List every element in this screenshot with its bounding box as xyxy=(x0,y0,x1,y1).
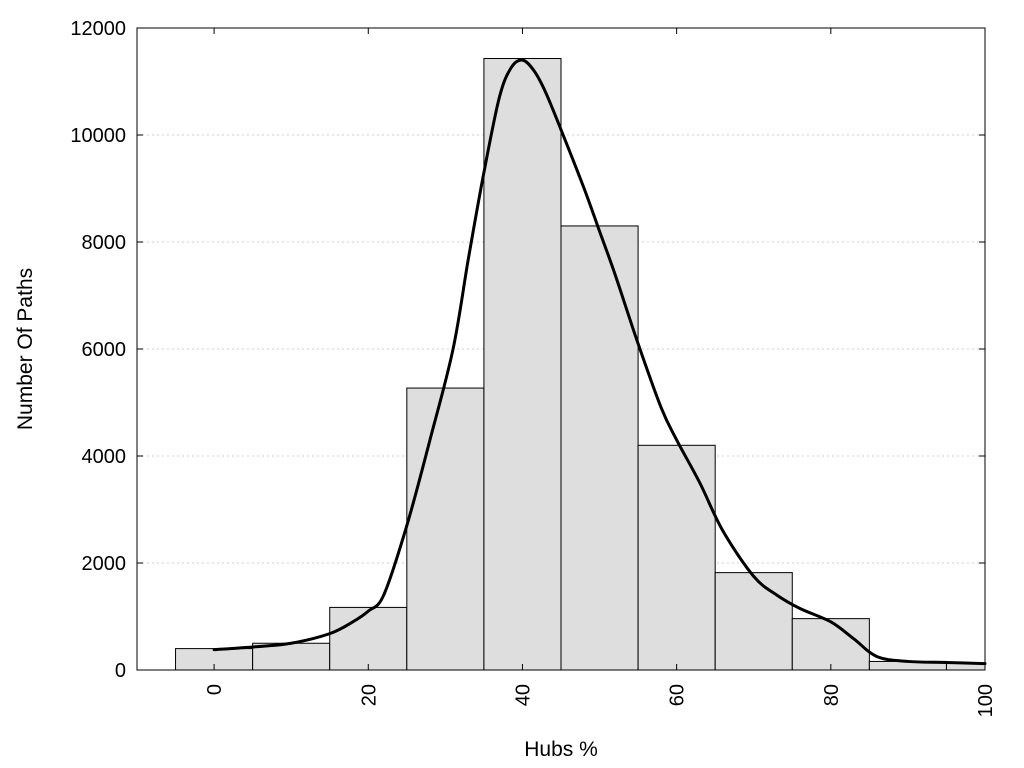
y-axis-title: Number Of Paths xyxy=(14,268,37,430)
x-axis-title: Hubs % xyxy=(524,738,598,761)
histogram-bar-5 xyxy=(560,225,639,671)
y-tick-label-10000: 10000 xyxy=(70,125,126,147)
x-tick-label-40: 40 xyxy=(512,684,534,706)
axis-ticks: 0 2000 4000 6000 8000 10000 12000 0 20 40 60 80 100 xyxy=(70,18,997,717)
x-tick-label-100: 100 xyxy=(975,684,997,717)
y-tick-label-6000: 6000 xyxy=(82,339,127,361)
histogram-bars xyxy=(175,57,986,671)
histogram-bar-7 xyxy=(714,572,793,671)
y-tick-label-12000: 12000 xyxy=(70,18,126,40)
histogram-bar-8 xyxy=(791,618,870,671)
density-curve-layer xyxy=(212,58,987,666)
density-curve xyxy=(212,58,987,666)
x-tick-label-0: 0 xyxy=(204,684,226,695)
histogram-bar-4 xyxy=(483,57,562,671)
histogram-bar-3 xyxy=(406,387,485,671)
y-tick-label-2000: 2000 xyxy=(82,553,127,575)
x-tick-label-20: 20 xyxy=(358,684,380,706)
histogram-bar-6 xyxy=(637,444,716,671)
histogram-bar-2 xyxy=(329,606,408,671)
y-tick-label-8000: 8000 xyxy=(82,232,127,254)
x-tick-label-80: 80 xyxy=(821,684,843,706)
y-tick-label-0: 0 xyxy=(115,660,126,682)
grid-lines xyxy=(137,134,985,564)
x-tick-label-60: 60 xyxy=(667,684,689,706)
y-tick-label-4000: 4000 xyxy=(82,446,127,468)
